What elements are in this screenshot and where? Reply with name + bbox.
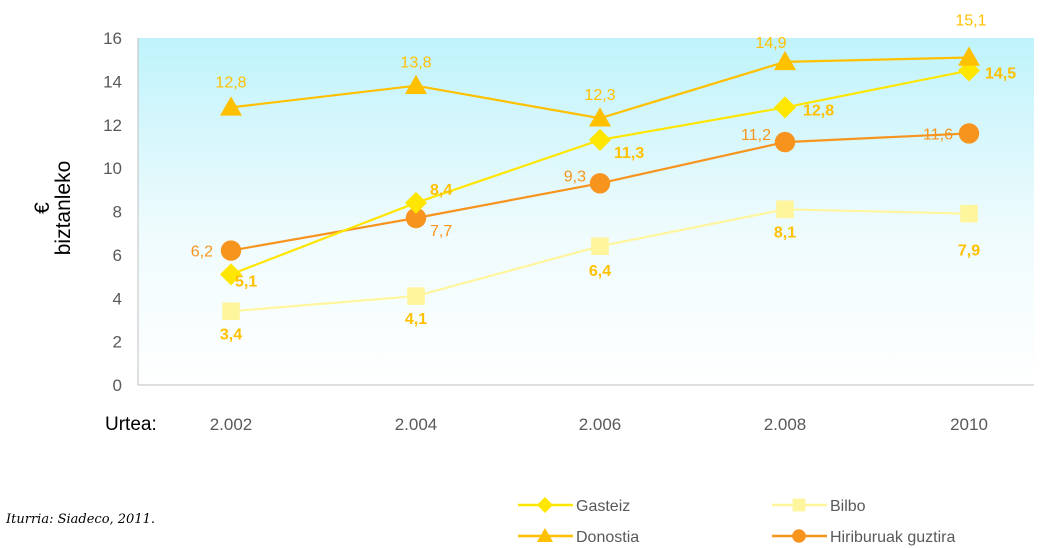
data-label: 7,9 xyxy=(958,243,980,260)
data-point-square xyxy=(591,237,609,255)
data-label: 11,2 xyxy=(741,127,771,144)
legend-label: Gasteiz xyxy=(576,498,630,515)
data-point-diamond xyxy=(220,263,242,286)
data-point-circle xyxy=(589,173,611,194)
data-point-triangle xyxy=(220,96,242,116)
data-point-triangle xyxy=(774,50,796,71)
data-label: 3,4 xyxy=(220,326,242,343)
x-tick-label: 2.006 xyxy=(579,415,622,434)
data-label: 9,3 xyxy=(564,168,586,185)
source-note: Iturria: Siadeco, 2011. xyxy=(6,512,155,527)
legend-marker xyxy=(537,497,553,513)
y-axis-label-biztanleko: biztanleko xyxy=(52,161,75,256)
x-tick-label: 2.002 xyxy=(210,415,253,434)
data-label: 11,3 xyxy=(614,145,644,162)
y-tick-label: 12 xyxy=(103,116,122,135)
data-point-diamond xyxy=(405,191,427,214)
y-tick-label: 8 xyxy=(113,203,122,222)
data-label: 12,8 xyxy=(803,102,834,119)
y-tick-label: 16 xyxy=(103,29,122,48)
data-label: 4,1 xyxy=(405,311,427,328)
data-label: 13,8 xyxy=(400,55,431,72)
legend-marker xyxy=(537,528,553,542)
data-point-triangle xyxy=(405,74,427,94)
x-axis-prefix: Urtea: xyxy=(105,414,157,435)
data-point-diamond xyxy=(589,128,611,151)
y-tick-label: 4 xyxy=(113,289,122,308)
data-label: 5,1 xyxy=(235,273,257,290)
y-tick-label: 0 xyxy=(113,376,122,395)
x-tick-label: 2.008 xyxy=(764,415,807,434)
y-tick-label: 10 xyxy=(103,159,122,178)
data-label: 6,2 xyxy=(191,244,213,261)
data-point-circle xyxy=(220,240,242,261)
data-point-square xyxy=(222,302,240,321)
data-point-square xyxy=(407,287,425,305)
data-point-diamond xyxy=(774,96,796,119)
data-point-circle xyxy=(405,207,427,229)
data-point-triangle xyxy=(589,107,611,127)
y-tick-labels: 0 2 4 6 8 10 12 14 16 xyxy=(103,29,122,395)
data-label: 14,5 xyxy=(985,66,1016,83)
data-point-circle xyxy=(958,123,980,144)
x-tick-label: 2.004 xyxy=(395,415,438,434)
data-label: 8,1 xyxy=(774,224,796,241)
data-point-square xyxy=(776,200,794,219)
legend-label: Bilbo xyxy=(830,498,866,515)
y-tick-label: 6 xyxy=(113,246,122,265)
data-label: 15,1 xyxy=(955,13,986,30)
legend-label: Donostia xyxy=(576,529,639,546)
series-markers xyxy=(220,46,980,321)
y-tick-label: 14 xyxy=(103,72,122,91)
data-label: 6,4 xyxy=(589,263,611,280)
data-point-triangle xyxy=(958,46,980,66)
legend-label: Hiriburuak guztira xyxy=(830,529,955,546)
legend-marker xyxy=(792,498,806,512)
x-tick-labels: 2.002 2.004 2.006 2.008 2010 xyxy=(210,415,988,434)
legend: Gasteiz Bilbo Donostia Hiriburuak guztira xyxy=(518,497,955,546)
data-labels: 5,1 8,4 11,3 12,8 14,5 3,4 4,1 6,4 8,1 7,9 12,8 13,… xyxy=(191,13,1016,344)
y-axis-label-euro: € xyxy=(31,202,54,214)
data-label: 11,6 xyxy=(923,126,953,143)
legend-marker xyxy=(792,529,806,543)
data-label: 14,9 xyxy=(755,35,786,52)
y-tick-label: 2 xyxy=(113,333,122,352)
data-label: 12,8 xyxy=(215,74,246,91)
data-label: 8,4 xyxy=(430,182,452,199)
data-label: 12,3 xyxy=(584,87,615,104)
data-label: 7,7 xyxy=(430,223,452,240)
data-point-square xyxy=(960,204,978,223)
x-tick-label: 2010 xyxy=(950,415,988,434)
data-point-circle xyxy=(774,131,796,153)
